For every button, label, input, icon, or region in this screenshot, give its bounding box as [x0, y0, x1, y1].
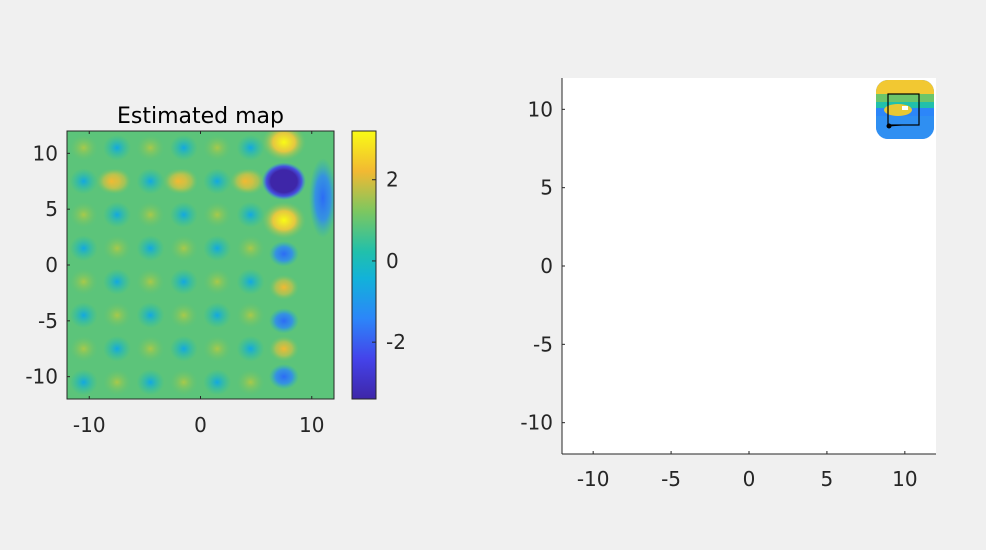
heatmap-cell — [203, 235, 232, 262]
left-x-tick-label: 10 — [299, 413, 324, 437]
heatmap-cell — [203, 201, 232, 228]
heatmap-cell — [136, 134, 165, 161]
heatmap-cell — [203, 335, 232, 362]
heatmap-cell — [69, 235, 98, 262]
left-y-tick-label: 5 — [45, 197, 58, 221]
right-y-tick-label: 0 — [540, 254, 553, 278]
heatmap-cell — [136, 335, 165, 362]
heatmap-cell — [236, 369, 265, 396]
local-patch-bright-spot — [902, 106, 908, 110]
right-y-tick-label: -5 — [533, 332, 553, 356]
left-y-tick-label: 10 — [33, 141, 58, 165]
left-y-ticks: 10 5 0 -5 -10 — [25, 141, 70, 389]
heatmap-cell — [69, 168, 98, 195]
local-patch-box — [887, 93, 920, 126]
heatmap-cell — [69, 201, 98, 228]
heatmap-cell — [69, 302, 98, 329]
heatmap-cell — [103, 302, 132, 329]
heatmap-cell — [236, 302, 265, 329]
left-chart-title: Estimated map — [117, 104, 284, 129]
heatmap-cell — [136, 302, 165, 329]
left-y-tick-label: -10 — [25, 365, 58, 389]
heatmap-peak — [261, 162, 306, 200]
heatmap-cell — [169, 268, 198, 295]
heatmap-cell — [136, 168, 165, 195]
heatmap-cell — [136, 369, 165, 396]
heatmap-cells — [69, 131, 334, 396]
heatmap-peak — [261, 131, 306, 161]
right-y-ticks: 10 5 0 -5 -10 — [520, 97, 565, 435]
heatmap-cell — [103, 268, 132, 295]
heatmap-cell — [136, 268, 165, 295]
heatmap-cell — [136, 201, 165, 228]
robot-trail — [888, 124, 903, 127]
heatmap-peak — [163, 168, 194, 194]
left-x-tick-label: -10 — [73, 413, 106, 437]
right-x-ticks: -10 -5 0 5 10 — [577, 451, 918, 491]
heatmap-peak — [230, 168, 260, 194]
right-y-tick-label: 10 — [528, 97, 553, 121]
heatmap-peak — [268, 308, 299, 334]
colorbar-tick-label: -2 — [386, 330, 406, 354]
heatmap-cell — [103, 201, 132, 228]
heatmap-cell — [236, 268, 265, 295]
right-x-tick-label: 0 — [743, 467, 756, 491]
colorbar: 2 0 -2 — [351, 130, 406, 400]
right-x-tick-label: 5 — [821, 467, 834, 491]
colorbar-tick-label: 2 — [386, 168, 399, 192]
heatmap-cell — [236, 335, 265, 362]
heatmap-cell — [203, 302, 232, 329]
heatmap-cell — [69, 335, 98, 362]
left-y-tick-label: -5 — [38, 309, 58, 333]
heatmap-cell — [169, 201, 198, 228]
heatmap-cell — [203, 369, 232, 396]
left-heatmap-axes: Estimated map -10 0 10 10 5 0 -5 -10 — [25, 104, 335, 437]
heatmap-peak — [268, 241, 299, 267]
heatmap-cell — [103, 335, 132, 362]
heatmap-cell — [169, 134, 198, 161]
colorbar-gradient — [352, 131, 376, 399]
heatmap-cell — [169, 235, 198, 262]
right-y-tick-label: -10 — [520, 411, 553, 435]
left-x-tick-label: 0 — [194, 413, 207, 437]
local-patch-lower-blue — [876, 116, 934, 139]
heatmap-cell — [203, 168, 232, 195]
colorbar-ticks: 2 0 -2 — [372, 168, 406, 354]
heatmap-peak — [268, 363, 299, 390]
heatmap-cell — [169, 335, 198, 362]
heatmap-cell — [203, 134, 232, 161]
heatmap-cell — [69, 268, 98, 295]
left-y-tick-label: 0 — [45, 253, 58, 277]
left-x-ticks: -10 0 10 — [73, 131, 324, 437]
right-x-tick-label: -5 — [661, 467, 681, 491]
right-y-tick-label: 5 — [540, 176, 553, 200]
heatmap-edge-blue — [308, 158, 334, 238]
right-axes-background — [562, 78, 936, 454]
heatmap-cell — [69, 369, 98, 396]
right-x-tick-label: 10 — [892, 467, 917, 491]
colorbar-box — [351, 130, 377, 400]
heatmap-cell — [136, 235, 165, 262]
local-patch-band-yellow — [876, 80, 934, 96]
heatmap-cell — [236, 235, 265, 262]
colorbar-tick-label: 0 — [386, 249, 399, 273]
heatmap-peak — [96, 168, 127, 194]
heatmap-cell — [236, 201, 265, 228]
heatmap-cell — [69, 134, 98, 161]
right-x-tick-label: -10 — [577, 467, 610, 491]
heatmap-cell — [103, 369, 132, 396]
heatmap-cell — [103, 134, 132, 161]
right-map-axes: -10 -5 0 5 10 10 5 0 -5 -10 — [520, 78, 936, 491]
heatmap-cell — [103, 235, 132, 262]
local-patch-band-green — [876, 94, 934, 102]
local-patch — [876, 80, 934, 139]
heatmap-cell — [236, 134, 265, 161]
heatmap-peak — [268, 336, 299, 362]
heatmap-cell — [169, 302, 198, 329]
heatmap-peak — [268, 274, 299, 301]
heatmap-cell — [169, 369, 198, 396]
heatmap-cell — [203, 268, 232, 295]
heatmap-peak — [261, 201, 306, 240]
